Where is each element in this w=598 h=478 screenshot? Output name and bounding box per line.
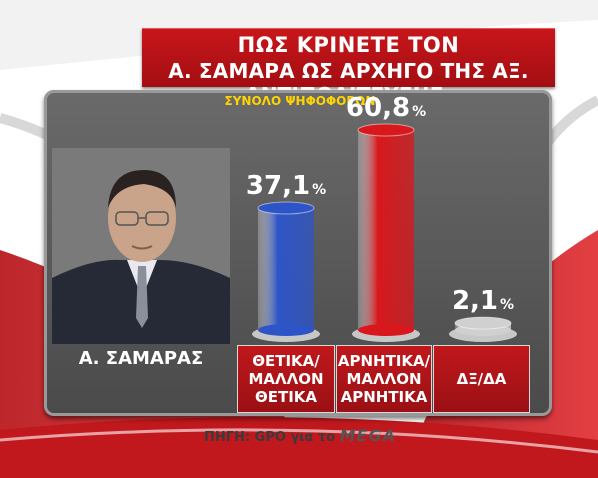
chart-subtitle: ΣΥΝΟΛΟ ΨΗΦΟΦΟΡΩΝ — [224, 94, 376, 108]
title-banner: ΠΩΣ ΚΡΙΝΕΤΕ ΤΟΝ Α. ΣΑΜΑΡΑ ΩΣ ΑΡΧΗΓΟ ΤΗΣ … — [142, 28, 555, 107]
value-label: 60,8% — [346, 93, 426, 123]
bar-neutral — [449, 316, 517, 342]
value-label: 37,1% — [246, 171, 326, 201]
portrait-illustration — [52, 148, 230, 344]
category-label-negative: ΑΡΝΗΤΙΚΑ/ ΜΑΛΛΟΝ ΑΡΝΗΤΙΚΑ — [336, 345, 432, 413]
bar-negative — [352, 123, 420, 342]
person-name-label: Α. ΣΑΜΑΡΑΣ — [78, 348, 204, 369]
bar-positive — [252, 201, 320, 342]
title-line-1: ΠΩΣ ΚΡΙΝΕΤΕ ΤΟΝ — [237, 33, 460, 57]
category-label-line: ΑΡΝΗΤΙΚΑ — [340, 388, 428, 406]
category-label-neutral: ΔΞ/ΔΑ — [433, 345, 530, 413]
category-label-line: ΔΞ/ΔΑ — [456, 370, 507, 388]
portrait-photo — [52, 148, 230, 344]
mega-logo: MEGA — [339, 426, 396, 445]
category-label-line: ΘΕΤΙΚΑ/ — [252, 352, 320, 370]
source-text: ΠΗΓΗ: GPO για το — [204, 430, 336, 445]
category-label-line: ΘΕΤΙΚΑ — [254, 388, 318, 406]
category-label-line: ΜΑΛΛΟΝ — [248, 370, 324, 388]
value-label: 2,1% — [452, 286, 514, 316]
category-label-positive: ΘΕΤΙΚΑ/ ΜΑΛΛΟΝ ΘΕΤΙΚΑ — [237, 345, 335, 413]
category-label-line: ΜΑΛΛΟΝ — [346, 370, 422, 388]
source-credit: ΠΗΓΗ: GPO για το MEGA — [180, 426, 420, 445]
category-label-line: ΑΡΝΗΤΙΚΑ/ — [337, 352, 431, 370]
